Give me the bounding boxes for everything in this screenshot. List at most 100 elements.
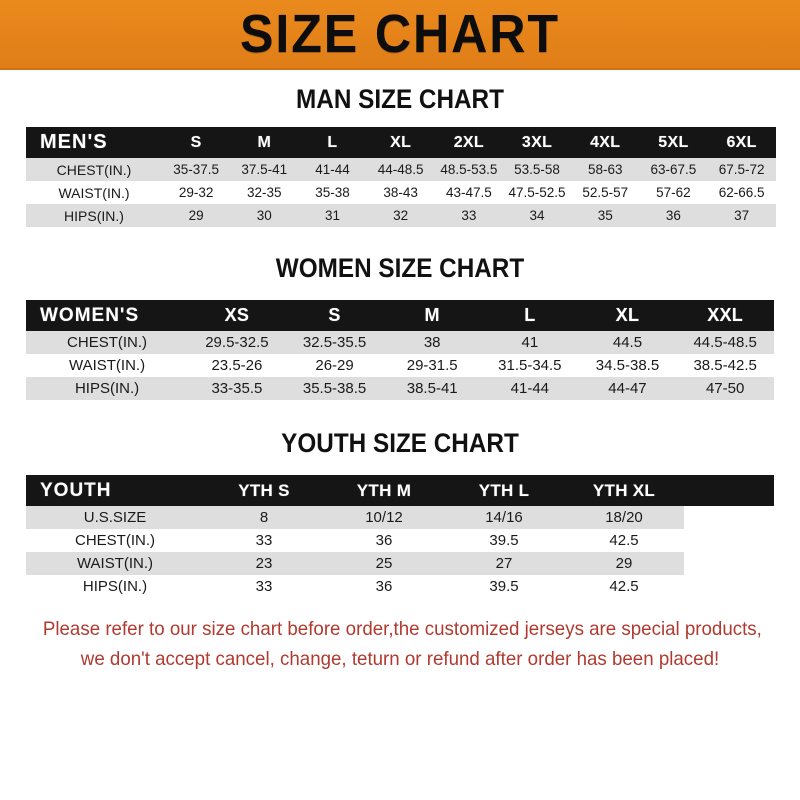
table-cell: 38 (383, 331, 482, 354)
table-cell: 34.5-38.5 (578, 354, 677, 377)
table-row: WAIST(IN.) 23.5-26 26-29 29-31.5 31.5-34… (26, 354, 774, 377)
row-spacer (684, 575, 774, 598)
table-cell: 33 (204, 575, 324, 598)
table-cell: 41 (481, 331, 579, 354)
women-size-header: L (524, 305, 536, 325)
table-cell: 44-47 (578, 377, 677, 400)
table-cell: 37.5-41 (230, 158, 299, 181)
table-cell: 58-63 (571, 158, 640, 181)
row-label: WAIST(IN.) (26, 552, 204, 575)
table-cell: 33-35.5 (188, 377, 286, 400)
women-size-table: WOMEN'S XS S M L XL XXL CHEST(IN.) 29.5-… (26, 300, 774, 400)
youth-header-row: YOUTH YTH S YTH M YTH L YTH XL (26, 475, 774, 506)
table-cell: 47.5-52.5 (502, 181, 572, 204)
table-cell: 38-43 (366, 181, 435, 204)
table-cell: 48.5-53.5 (434, 158, 503, 181)
table-row: CHEST(IN.) 33 36 39.5 42.5 (26, 529, 774, 552)
men-size-header: M (257, 133, 272, 151)
table-cell: 29 (564, 552, 684, 575)
table-cell: 31.5-34.5 (481, 354, 579, 377)
table-cell: 35.5-38.5 (285, 377, 384, 400)
table-cell: 36 (324, 575, 444, 598)
women-size-header: M (424, 305, 440, 325)
table-cell: 32 (366, 204, 435, 227)
row-label: HIPS(IN.) (26, 204, 162, 227)
table-cell: 27 (444, 552, 564, 575)
table-cell: 36 (324, 529, 444, 552)
women-size-header: XL (615, 305, 640, 325)
table-row: WAIST(IN.) 29-32 32-35 35-38 38-43 43-47… (26, 181, 776, 204)
men-size-header: S (190, 133, 202, 151)
table-cell: 42.5 (564, 575, 684, 598)
men-size-header: 4XL (590, 133, 621, 151)
youth-size-section: YOUTH SIZE CHART YOUTH YTH S YTH M YTH L… (0, 430, 800, 598)
table-cell: 30 (230, 204, 299, 227)
youth-section-title: YOUTH SIZE CHART (281, 428, 519, 458)
youth-corner-label: YOUTH (40, 479, 112, 501)
row-spacer (684, 506, 774, 529)
women-section-title: WOMEN SIZE CHART (275, 253, 525, 283)
table-cell: 44-48.5 (366, 158, 435, 181)
table-cell: 38.5-41 (383, 377, 482, 400)
table-cell: 37 (707, 204, 776, 227)
row-label: CHEST(IN.) (26, 529, 204, 552)
table-cell: 29 (162, 204, 231, 227)
table-row: HIPS(IN.) 33 36 39.5 42.5 (26, 575, 774, 598)
table-cell: 14/16 (444, 506, 564, 529)
men-header-row: MEN'S S M L XL 2XL 3XL 4XL 5XL 6XL (26, 127, 776, 158)
men-size-header: L (327, 133, 338, 151)
table-cell: 41-44 (481, 377, 579, 400)
table-cell: 26-29 (285, 354, 384, 377)
row-spacer (684, 552, 774, 575)
women-size-section: WOMEN SIZE CHART WOMEN'S XS S M L XL XXL… (0, 255, 800, 400)
page-title: SIZE CHART (240, 4, 560, 64)
table-cell: 23.5-26 (188, 354, 286, 377)
table-cell: 29-31.5 (383, 354, 482, 377)
table-cell: 38.5-42.5 (676, 354, 774, 377)
table-cell: 36 (639, 204, 708, 227)
table-row: WAIST(IN.) 23 25 27 29 (26, 552, 774, 575)
youth-size-header: YTH S (238, 480, 290, 500)
table-cell: 62-66.5 (707, 181, 776, 204)
table-cell: 52.5-57 (571, 181, 640, 204)
table-cell: 67.5-72 (707, 158, 776, 181)
footer-disclaimer: Please refer to our size chart before or… (0, 614, 800, 674)
table-cell: 35-37.5 (162, 158, 231, 181)
youth-size-header: YTH L (478, 480, 530, 500)
row-label: CHEST(IN.) (26, 158, 162, 181)
table-cell: 53.5-58 (502, 158, 572, 181)
footer-line-2: we don't accept cancel, change, teturn o… (80, 648, 720, 670)
table-row: U.S.SIZE 8 10/12 14/16 18/20 (26, 506, 774, 529)
men-size-header: 5XL (658, 133, 689, 151)
table-cell: 8 (204, 506, 324, 529)
table-cell: 10/12 (324, 506, 444, 529)
table-cell: 18/20 (564, 506, 684, 529)
table-row: CHEST(IN.) 35-37.5 37.5-41 41-44 44-48.5… (26, 158, 776, 181)
table-cell: 35-38 (298, 181, 367, 204)
table-cell: 31 (298, 204, 367, 227)
men-size-header: 2XL (453, 133, 484, 151)
table-cell: 33 (434, 204, 503, 227)
women-size-header: XXL (707, 305, 744, 325)
women-size-header: S (328, 305, 341, 325)
youth-size-header: YTH M (356, 480, 412, 500)
table-cell: 35 (571, 204, 640, 227)
row-label: HIPS(IN.) (26, 575, 204, 598)
men-size-header: 6XL (726, 133, 757, 151)
men-corner-label: MEN'S (40, 131, 108, 153)
row-label: HIPS(IN.) (26, 377, 189, 400)
table-cell: 29-32 (162, 181, 231, 204)
women-corner-label: WOMEN'S (40, 304, 140, 326)
youth-size-table: YOUTH YTH S YTH M YTH L YTH XL U.S.SIZE … (26, 475, 774, 598)
men-size-header: 3XL (521, 133, 553, 151)
table-cell: 57-62 (639, 181, 708, 204)
men-size-header: XL (390, 133, 412, 151)
table-cell: 44.5 (578, 331, 677, 354)
table-cell: 44.5-48.5 (676, 331, 774, 354)
table-row: HIPS(IN.) 29 30 31 32 33 34 35 36 37 (26, 204, 776, 227)
table-cell: 42.5 (564, 529, 684, 552)
footer-line-1: Please refer to our size chart before or… (42, 618, 762, 640)
table-cell: 39.5 (444, 529, 564, 552)
table-cell: 47-50 (676, 377, 774, 400)
youth-header-spacer (684, 475, 774, 506)
